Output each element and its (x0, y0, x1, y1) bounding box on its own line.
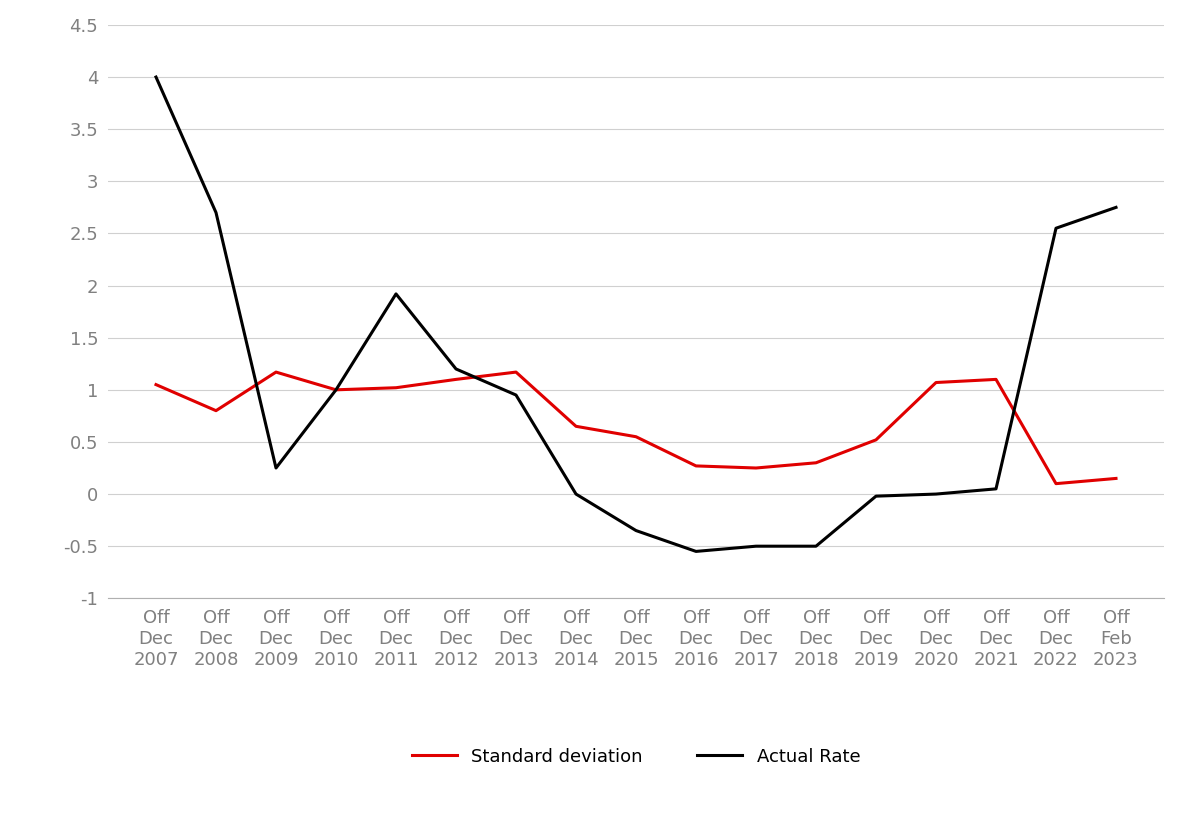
Actual Rate (749, 541, 763, 551)
Standard deviation (569, 421, 583, 431)
Standard deviation (989, 375, 1003, 385)
Actual Rate (1109, 203, 1123, 213)
Standard deviation (629, 432, 643, 442)
Actual Rate (329, 385, 343, 395)
Standard deviation (689, 461, 703, 471)
Actual Rate (149, 72, 163, 82)
Actual Rate (989, 484, 1003, 494)
Actual Rate (449, 364, 463, 374)
Standard deviation (749, 463, 763, 473)
Standard deviation (809, 458, 823, 468)
Standard deviation (389, 383, 403, 393)
Actual Rate (509, 390, 523, 400)
Actual Rate (569, 489, 583, 499)
Standard deviation (449, 375, 463, 385)
Actual Rate (869, 491, 883, 501)
Line: Actual Rate: Actual Rate (156, 77, 1116, 552)
Legend: Standard deviation, Actual Rate: Standard deviation, Actual Rate (404, 740, 868, 773)
Actual Rate (629, 525, 643, 535)
Actual Rate (929, 489, 943, 499)
Standard deviation (209, 406, 223, 416)
Actual Rate (689, 547, 703, 557)
Line: Standard deviation: Standard deviation (156, 372, 1116, 484)
Standard deviation (269, 367, 283, 377)
Standard deviation (1049, 479, 1063, 489)
Standard deviation (509, 367, 523, 377)
Standard deviation (1109, 474, 1123, 484)
Actual Rate (1049, 224, 1063, 234)
Standard deviation (929, 377, 943, 387)
Actual Rate (269, 463, 283, 473)
Actual Rate (209, 208, 223, 218)
Actual Rate (389, 289, 403, 299)
Standard deviation (869, 435, 883, 445)
Actual Rate (809, 541, 823, 551)
Standard deviation (149, 380, 163, 390)
Standard deviation (329, 385, 343, 395)
